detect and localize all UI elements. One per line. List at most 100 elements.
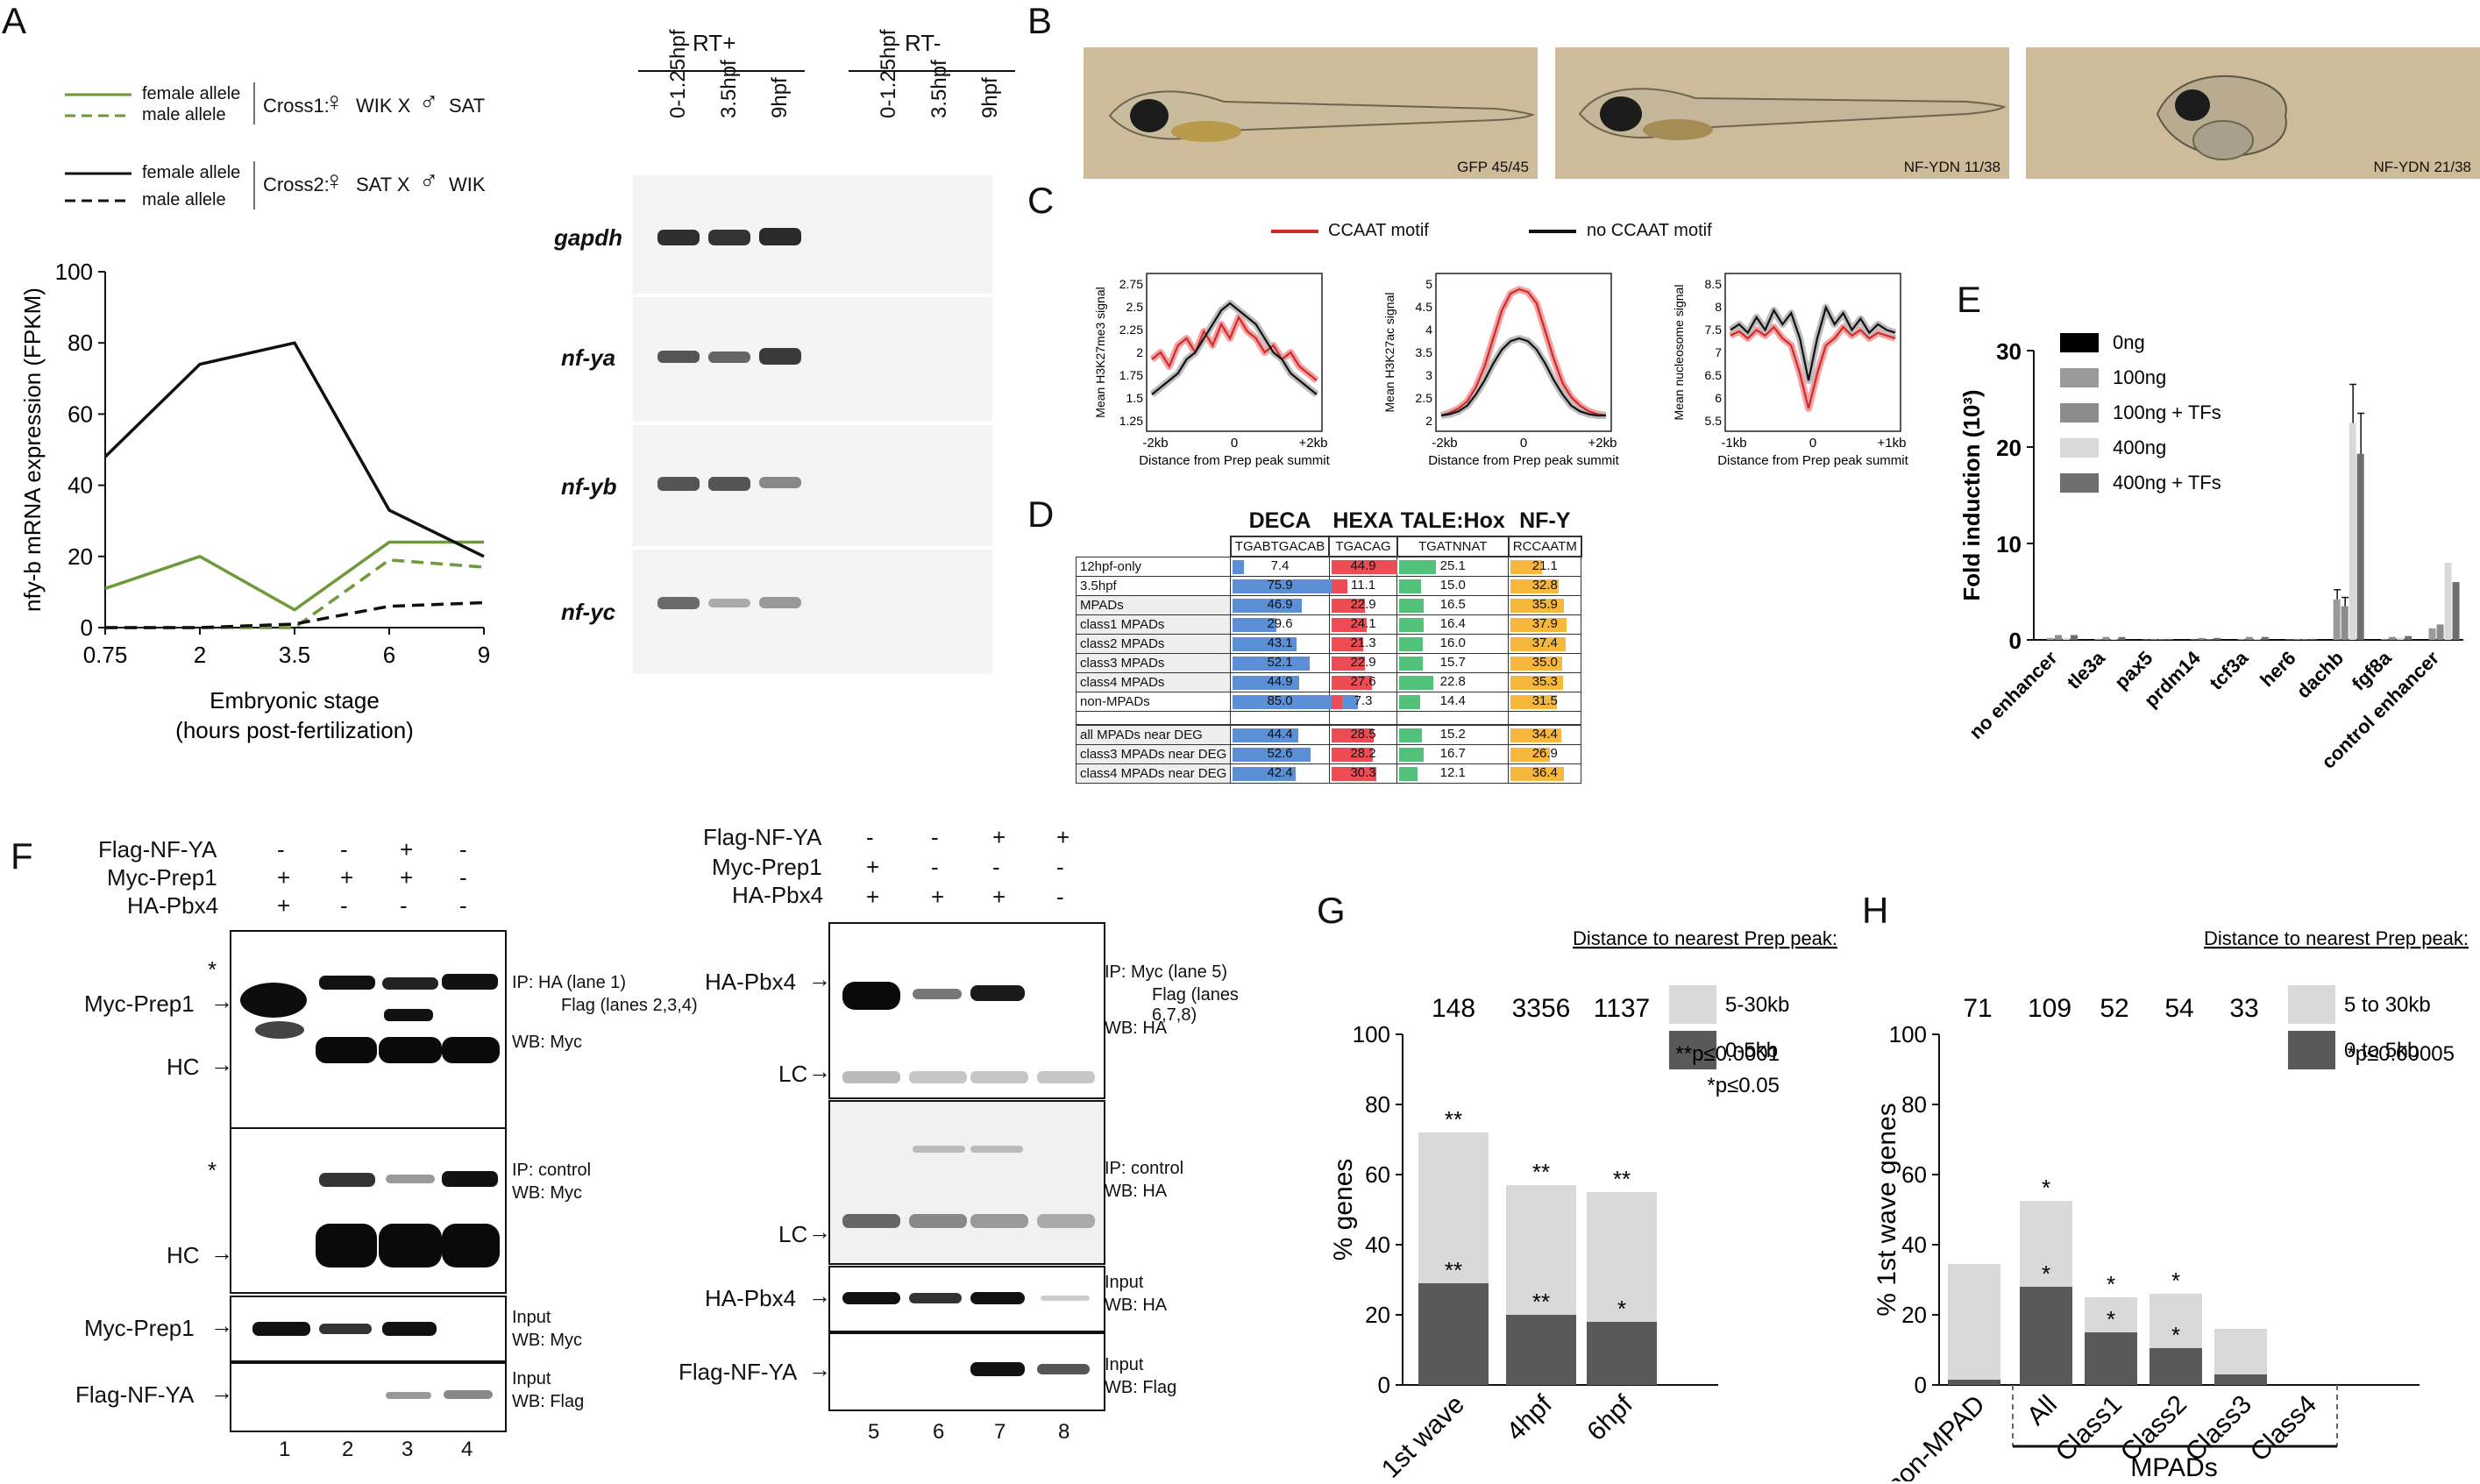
value-label: 22.9 [1350,655,1376,670]
value-bar [1233,767,1296,781]
y-tick-label: 20 [1996,435,2022,461]
bar-upper [2020,1201,2072,1287]
table-row: class4 MPADs near DEG 42.4 30.3 12.1 36.4 [1075,763,1582,784]
value-bar [1331,676,1373,690]
value-bar [1399,579,1422,593]
value-label: 22.8 [1439,674,1466,689]
bar-cell: 24.1 [1328,614,1398,635]
series-line-black [1151,302,1318,395]
embryo-image-nfydn-2: NF-YDN 21/38 [2026,47,2480,179]
y-tick-label: 20 [68,543,93,570]
lane-label: 0-1.25hpf [877,29,900,118]
value-bar [1510,579,1560,593]
value-label: 27.6 [1350,674,1376,689]
rt-minus-label: RT- [905,30,942,56]
series-line-red [1440,288,1607,417]
lane-number: 2 [342,1438,354,1461]
bar [2309,638,2317,640]
value-bar [1510,728,1562,742]
y-tick-label: 3 [1425,368,1432,382]
blot-label-hc: HC [167,1054,200,1080]
sign-cell: + [400,836,414,863]
blot-bands [830,1102,1104,1263]
y-tick-label: 20 [1365,1302,1390,1328]
blot-input-flag [230,1362,507,1432]
blot-input-flag [828,1332,1105,1411]
chart-e-fold-induction: 0 10 20 30 Fold induction (10³) no enhancer tl… [1958,331,2463,773]
row-label: class1 MPADs [1075,614,1232,635]
bar [2373,639,2381,640]
gene-count: 52 [2100,994,2128,1023]
chart-title: Distance to nearest Prep peak: [2204,927,2469,949]
value-bar [1510,637,1567,651]
annot-wb-myc: WB: Myc [512,1183,582,1203]
value-label: 42.4 [1267,765,1293,780]
legend-swatch [2060,403,2099,422]
value-label: 11.1 [1351,578,1376,593]
value-bar [1331,579,1348,593]
y-tick-label: 60 [1901,1161,1927,1188]
y-axis-label: Mean H3K27ac signal [1382,293,1396,413]
value-bar [1331,728,1374,742]
value-bar [1399,657,1423,671]
bar-upper [2214,1329,2267,1374]
row-label: MPADs [1075,595,1232,615]
row-label: class4 MPADs near DEG [1075,763,1232,784]
value-bar [1233,579,1345,593]
y-tick-label: 100 [1889,1021,1927,1047]
bar-cell: 30.3 [1328,763,1398,784]
row-label: non-MPADs [1075,692,1232,712]
x-tick-label: tle3a [2063,646,2110,693]
x-tick-label: 3.5 [279,642,310,668]
sign-cell: + [1056,824,1070,850]
x-tick-label: 1st wave [1376,1390,1470,1481]
annot-ip-ha: IP: HA (lane 1) [512,973,627,992]
bar [2150,638,2157,640]
y-tick-label: 8.5 [1705,277,1723,291]
sign-cell: + [992,824,1006,850]
annot-wb-flag: WB: Flag [1105,1378,1177,1397]
bar [2341,606,2349,640]
motif-sequence: TGABTGACAB [1229,536,1331,557]
row-label: class3 MPADs near DEG [1075,744,1232,764]
panel-label-f: F [11,835,33,877]
bar-cell: 42.4 [1230,763,1330,784]
value-bar [1233,657,1310,671]
value-label: 12.1 [1439,765,1466,780]
row-label-ha-pbx4: HA-Pbx4 [732,882,824,908]
lane-label: 0-1.25hpf [666,29,690,118]
motif-sequence: RCCAATM [1507,536,1582,557]
y-axis-label: nfy-b mRNA expression (FPKM) [19,288,46,612]
value-label: 15.0 [1439,578,1466,593]
value-bar [1233,618,1276,632]
bar-cell: 12.1 [1396,763,1510,784]
gel-header: RT+ RT- [605,26,1017,175]
table-row: 12hpf-only 7.4 44.9 25.1 21.1 [1075,556,1582,577]
chart-a-expression: 0 20 40 60 80 100 0.75 2 3.5 6 9 Embryonic stage (ho… [19,259,490,743]
panel-label-b: B [1027,0,1053,41]
significance-star: ** [1445,1106,1462,1133]
bar [2214,637,2221,640]
table-row: class1 MPADs 29.6 24.1 16.4 37.9 [1075,614,1582,635]
star-marker: * [208,956,217,983]
value-bar [1331,767,1376,781]
bar-upper [2085,1297,2137,1332]
y-tick-label: 2 [1425,414,1432,428]
bar-cell: 29.6 [1230,614,1330,635]
legend-label: 400ng [2113,437,2166,458]
y-tick-label: 100 [1353,1021,1390,1047]
blot-ip-ha [230,930,507,1129]
bar-cell: 34.4 [1508,724,1582,745]
bar-cell: 44.4 [1230,724,1330,745]
blot-label-ha-pbx4: HA-Pbx4 [705,969,797,995]
y-axis-label: Mean H3K27me3 signal [1093,287,1107,417]
value-label: 22.9 [1350,597,1376,612]
x-tick-label: Class4 [2245,1390,2322,1467]
legend-cross2-male: male allele [142,190,226,209]
bar-cell: 21.1 [1508,556,1582,577]
spacer-cell [1075,711,1232,725]
value-label: 75.9 [1267,578,1293,593]
x-tick-label: 6hpf [1581,1389,1638,1446]
bar [2071,635,2078,640]
rt-plus-label: RT+ [693,30,736,56]
